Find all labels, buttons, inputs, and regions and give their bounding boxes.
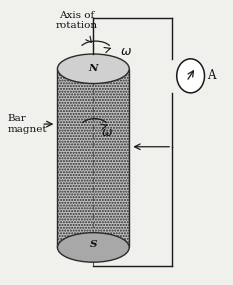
Ellipse shape xyxy=(58,233,129,262)
Circle shape xyxy=(177,59,205,93)
Text: Axis of
rotation: Axis of rotation xyxy=(56,11,98,30)
Ellipse shape xyxy=(58,54,129,84)
Polygon shape xyxy=(58,69,129,247)
Text: A: A xyxy=(207,69,216,82)
Text: S: S xyxy=(90,240,97,249)
Text: $\omega$: $\omega$ xyxy=(101,126,113,139)
Text: N: N xyxy=(89,64,98,73)
Text: Bar
magnet: Bar magnet xyxy=(8,114,47,134)
Text: $\omega$: $\omega$ xyxy=(120,45,132,58)
